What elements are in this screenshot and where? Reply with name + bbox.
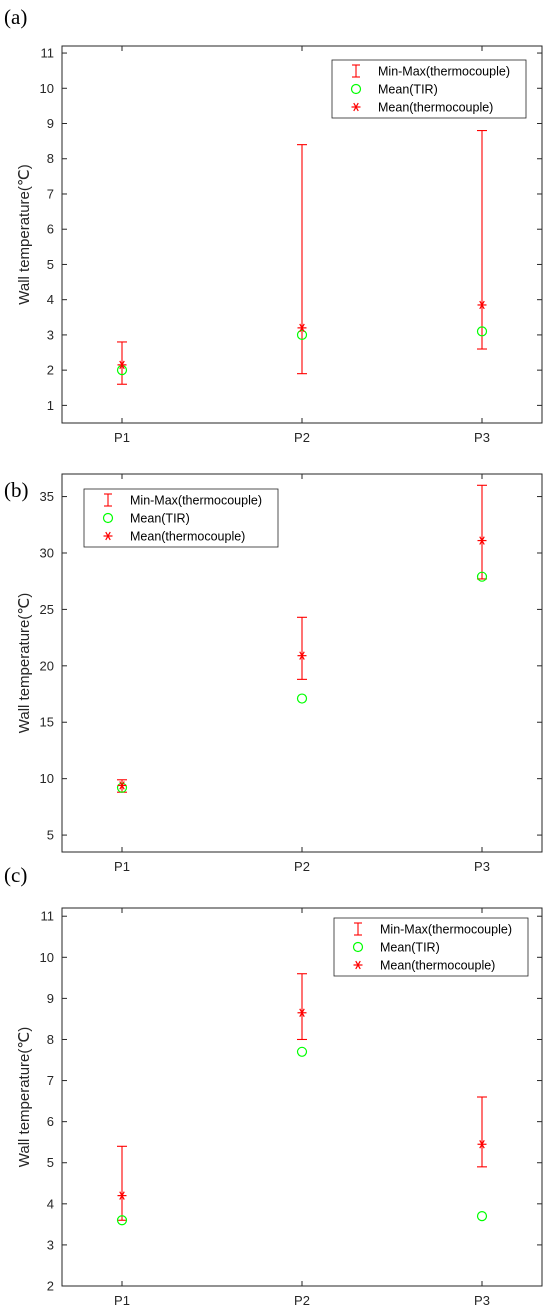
x-tick-label: P1	[114, 430, 130, 445]
y-tick-label: 4	[47, 292, 54, 307]
legend-asterisk-symbol	[103, 531, 113, 541]
y-axis-title: Wall temperature(℃)	[16, 164, 33, 305]
x-tick-label: P2	[294, 859, 310, 874]
errorbar-p3	[477, 484, 487, 580]
y-tick-label: 8	[47, 151, 54, 166]
panel-letter: (a)	[4, 5, 27, 29]
legend-asterisk-symbol	[353, 960, 363, 970]
y-tick-label: 15	[40, 715, 54, 730]
chart-panel-1: (a) 1 2 3 4 5 6 7 8 9 10 11 P1 P2 P3 Wall temperature(℃…	[4, 5, 543, 445]
x-tick-label: P1	[114, 859, 130, 874]
mean-tir-point-p3	[476, 1211, 488, 1222]
legend-errorbar-symbol	[354, 922, 362, 936]
mean-thermocouple-point-p3	[477, 300, 487, 310]
mean-thermocouple-point-p2	[297, 323, 307, 333]
y-tick-label: 9	[47, 991, 54, 1006]
legend-label: Mean(thermocouple)	[380, 959, 495, 973]
y-tick-label: 10	[40, 950, 54, 965]
y-tick-label: 20	[40, 658, 54, 673]
legend-errorbar-symbol	[352, 64, 360, 78]
y-tick-label: 8	[47, 1032, 54, 1047]
legend-label: Mean(TIR)	[380, 941, 440, 955]
y-tick-label: 11	[41, 46, 55, 61]
mean-thermocouple-point-p3	[477, 536, 487, 545]
y-tick-label: 30	[40, 545, 54, 560]
mean-tir-point-p2	[296, 329, 308, 341]
panel-letter: (b)	[4, 478, 29, 502]
errorbar-p2	[297, 144, 307, 375]
y-tick-label: 9	[47, 116, 54, 131]
legend-circle-symbol	[102, 512, 114, 524]
x-tick-label: P3	[474, 1293, 490, 1308]
y-tick-label: 5	[47, 828, 54, 843]
y-tick-label: 5	[47, 257, 54, 272]
legend: Min-Max(thermocouple) Mean(TIR) Mean(therm…	[83, 488, 279, 548]
errorbar-p1	[117, 1145, 127, 1221]
y-tick-label: 6	[47, 222, 54, 237]
legend-box	[331, 59, 527, 119]
x-tick-label: P3	[474, 430, 490, 445]
errorbar-p3	[477, 130, 487, 350]
chart-panel-2: (b) 5 10 15 20 25 30 35 P1 P2 P3 Wall temperature(℃…	[4, 473, 543, 874]
legend: Min-Max(thermocouple) Mean(TIR) Mean(therm…	[331, 59, 527, 119]
x-tick-label: P2	[294, 430, 310, 445]
y-tick-label: 7	[47, 1073, 54, 1088]
legend-errorbar-symbol	[104, 493, 112, 507]
y-tick-label: 3	[47, 1237, 54, 1252]
y-tick-label: 2	[47, 363, 54, 378]
legend-label: Mean(TIR)	[378, 83, 438, 97]
legend-label: Min-Max(thermocouple)	[378, 65, 510, 79]
y-tick-label: 35	[40, 489, 54, 504]
y-tick-label: 5	[47, 1155, 54, 1170]
y-axis-title: Wall temperature(℃)	[16, 1027, 33, 1168]
mean-thermocouple-point-p2	[297, 1008, 307, 1017]
errorbar-p2	[297, 616, 307, 680]
x-tick-label: P1	[114, 1293, 130, 1308]
legend: Min-Max(thermocouple) Mean(TIR) Mean(therm…	[333, 917, 529, 977]
mean-thermocouple-point-p2	[297, 651, 307, 660]
y-axis-title: Wall temperature(℃)	[16, 593, 33, 734]
y-tick-label: 11	[41, 909, 55, 924]
y-tick-label: 25	[40, 602, 54, 617]
errorbar-p2	[297, 973, 307, 1041]
mean-tir-point-p3	[476, 326, 488, 337]
mean-tir-point-p1	[116, 782, 128, 793]
legend-asterisk-symbol	[351, 102, 361, 112]
legend-circle-symbol	[350, 83, 362, 95]
legend-label: Min-Max(thermocouple)	[130, 494, 262, 508]
x-tick-label: P2	[294, 1293, 310, 1308]
y-tick-label: 4	[47, 1196, 54, 1211]
errorbar-p3	[477, 1096, 487, 1168]
errorbar-p1	[117, 341, 127, 385]
y-tick-label: 10	[40, 81, 54, 96]
y-tick-label: 10	[40, 771, 54, 786]
mean-thermocouple-point-p1	[117, 781, 127, 790]
legend-box	[83, 488, 279, 548]
legend-label: Mean(thermocouple)	[130, 530, 245, 544]
y-tick-label: 3	[47, 327, 54, 342]
legend-label: Mean(TIR)	[130, 512, 190, 526]
mean-thermocouple-point-p1	[117, 1191, 127, 1200]
mean-tir-point-p1	[116, 1215, 128, 1226]
mean-tir-point-p3	[476, 571, 488, 582]
mean-thermocouple-point-p1	[117, 360, 127, 370]
chart-panel-3: (c) 2 3 4 5 6 7 8 9 10 11 P1 P2 P3 Wall temperature(℃)…	[4, 863, 543, 1308]
mean-tir-point-p2	[296, 1046, 308, 1057]
mean-tir-point-p2	[296, 693, 308, 704]
y-tick-label: 2	[47, 1279, 54, 1294]
y-tick-label: 7	[47, 186, 54, 201]
panel-letter: (c)	[4, 863, 27, 887]
y-tick-label: 6	[47, 1114, 54, 1129]
legend-label: Mean(thermocouple)	[378, 101, 493, 115]
x-tick-label: P3	[474, 859, 490, 874]
mean-thermocouple-point-p3	[477, 1140, 487, 1149]
legend-label: Min-Max(thermocouple)	[380, 923, 512, 937]
legend-box	[333, 917, 529, 977]
y-tick-label: 1	[47, 398, 54, 413]
legend-circle-symbol	[352, 941, 364, 953]
